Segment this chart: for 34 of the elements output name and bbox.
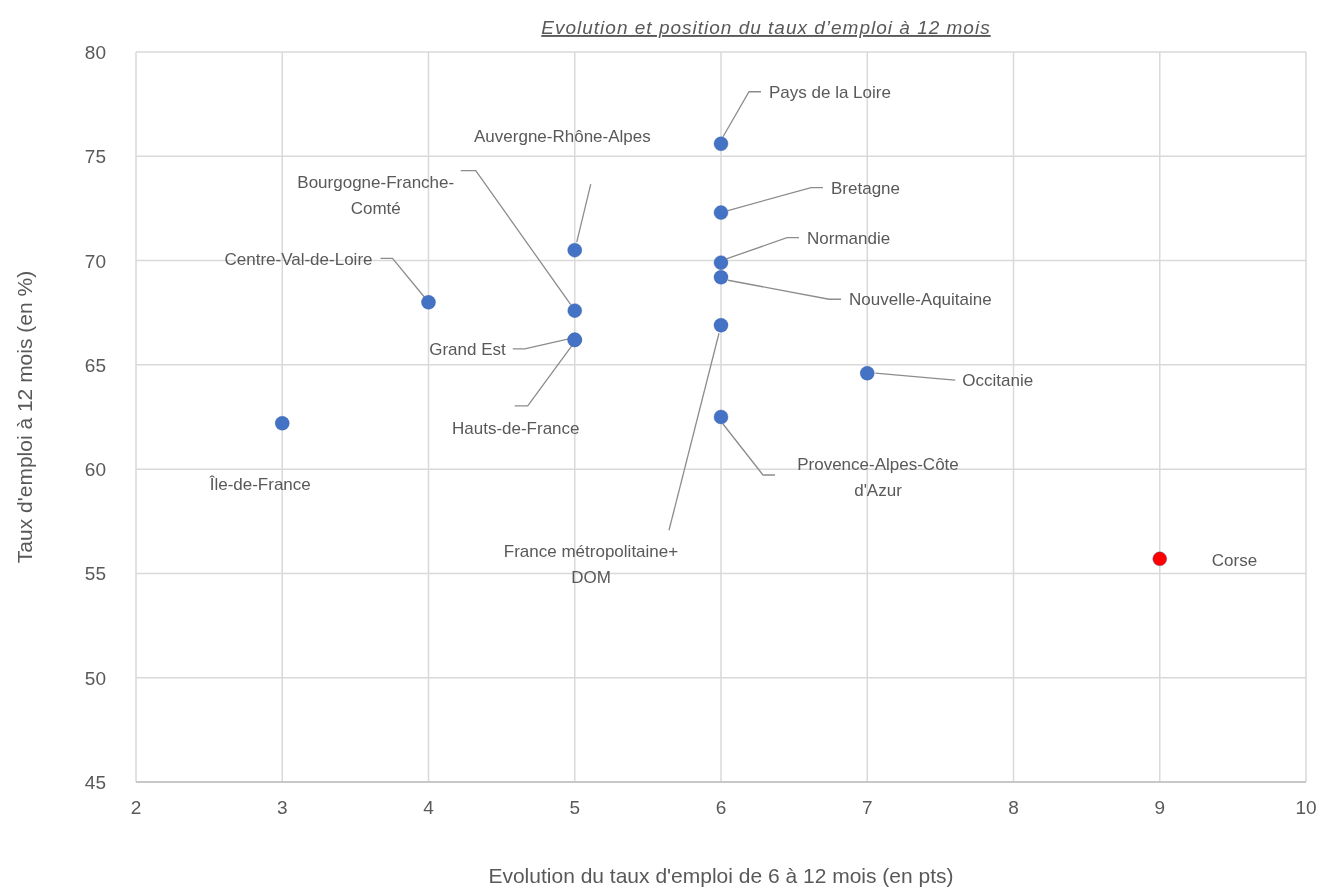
y-tick-label: 50: [84, 667, 106, 689]
x-axis-title: Evolution du taux d'emploi de 6 à 12 mois (en pts): [488, 864, 954, 887]
annotation: Bourgogne-Franche-Comté: [297, 172, 455, 218]
annotation: Hauts-de-France: [451, 418, 580, 438]
y-tick-label: 65: [84, 354, 106, 376]
x-tick-label: 5: [569, 797, 581, 818]
y-tick-label: 70: [84, 250, 106, 272]
annotation: Bretagne: [831, 178, 900, 198]
x-tick-label: 10: [1295, 797, 1317, 818]
x-tick-label: 9: [1154, 797, 1166, 818]
annotation: Normandie: [807, 228, 891, 248]
annotation: Auvergne-Rhône-Alpes: [474, 127, 651, 147]
y-tick-label: 75: [84, 146, 106, 168]
annotation: France métropolitaine+ DOM: [503, 542, 679, 588]
y-tick-label: 55: [84, 563, 106, 585]
annotation: Occitanie: [962, 371, 1034, 391]
annotation: Grand Est: [429, 339, 507, 359]
y-axis-title: Taux d'emploi à 12 mois (en %): [13, 270, 36, 564]
x-tick-label: 4: [423, 797, 435, 818]
y-tick-label: 45: [84, 772, 106, 793]
annotation: Provence-Alpes-Côte d'Azur: [797, 455, 959, 500]
annotation: Nouvelle-Aquitaine: [849, 290, 992, 310]
chart-title: Evolution et position du taux d’emploi à 12 mois: [541, 17, 991, 38]
annotation: Île-de-France: [208, 475, 311, 495]
x-tick-label: 2: [130, 797, 142, 818]
x-tick-label: 7: [861, 797, 873, 818]
y-tick-label: 80: [84, 42, 106, 63]
annotation: Pays de la Loire: [769, 82, 891, 102]
x-tick-label: 3: [276, 797, 288, 818]
y-tick-label: 60: [84, 459, 106, 481]
x-tick-label: 6: [715, 797, 727, 818]
annotation: Corse: [1211, 550, 1258, 570]
annotation: Centre-Val-de-Loire: [224, 250, 373, 270]
x-tick-label: 8: [1008, 797, 1019, 818]
